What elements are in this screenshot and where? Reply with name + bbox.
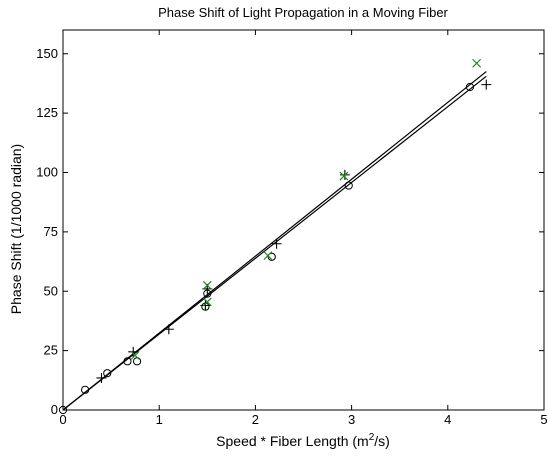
- plus-marker: [128, 346, 139, 357]
- x-tick-label: 3: [348, 412, 355, 427]
- circle-marker: [81, 385, 90, 394]
- fit-lines: [62, 71, 487, 411]
- data-markers: [58, 58, 492, 415]
- x-axis-label: Speed * Fiber Length (m2/s): [216, 432, 390, 449]
- circle-marker: [103, 369, 112, 378]
- x-tick-label: 5: [540, 412, 547, 427]
- plus-marker: [481, 79, 492, 90]
- x-tick-label: 2: [252, 412, 259, 427]
- x-tick-label: 4: [444, 412, 451, 427]
- y-tick-label: 125: [36, 105, 58, 120]
- y-tick-label: 100: [36, 165, 58, 180]
- circle-marker: [267, 252, 276, 261]
- x-axis-ticks: 0 1 2 3 4 5: [59, 30, 548, 427]
- y-axis-label: Phase Shift (1/1000 radian): [8, 144, 24, 314]
- plus-marker: [96, 372, 107, 383]
- plus-marker: [163, 324, 174, 335]
- y-tick-label: 150: [36, 46, 58, 61]
- y-axis-ticks: 0 25 50 75 100 125 150: [36, 46, 544, 417]
- circle-marker: [132, 357, 142, 366]
- x-marker: [472, 58, 482, 68]
- circle-marker: [465, 82, 475, 92]
- y-tick-label: 50: [44, 283, 58, 298]
- x-marker: [202, 297, 212, 307]
- circle-marker: [123, 357, 132, 366]
- circle-marker: [344, 181, 353, 190]
- plus-marker: [200, 300, 211, 311]
- fit-line: [62, 75, 487, 411]
- x-marker: [130, 350, 140, 360]
- x-marker: [339, 171, 349, 181]
- x-marker: [202, 280, 212, 290]
- x-tick-label: 1: [156, 412, 163, 427]
- x-marker: [263, 251, 273, 261]
- x-tick-label: 0: [59, 412, 66, 427]
- x-axis-label-tail: /s): [374, 433, 390, 449]
- plus-marker: [271, 238, 282, 249]
- y-tick-label: 25: [44, 343, 58, 358]
- y-tick-label: 75: [44, 224, 58, 239]
- plot-area: [62, 29, 545, 411]
- y-tick-label: 0: [51, 402, 58, 417]
- x-axis-label-main: Speed * Fiber Length (m: [216, 433, 369, 449]
- x-axis-label-superscript: 2: [369, 432, 375, 443]
- chart-title: Phase Shift of Light Propagation in a Mo…: [158, 5, 448, 20]
